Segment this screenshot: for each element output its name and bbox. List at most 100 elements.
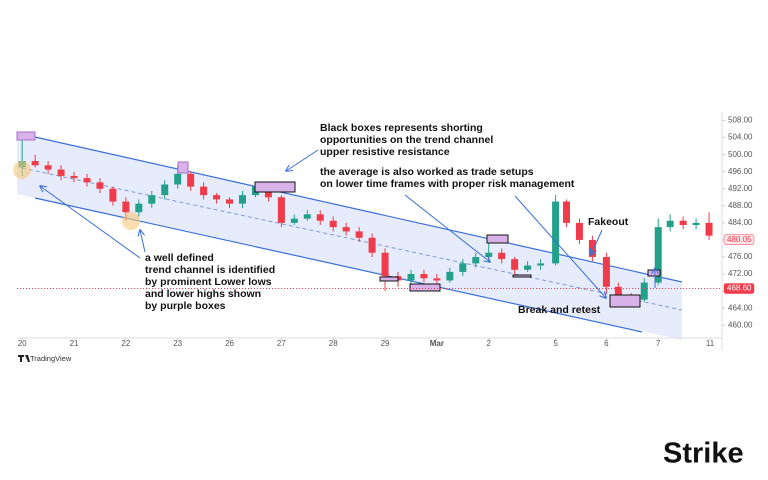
candle-body <box>433 278 441 281</box>
candle-body <box>692 222 700 225</box>
arrow <box>591 229 603 255</box>
candle-body <box>420 274 428 279</box>
y-tick-label: 496.00 <box>728 167 753 176</box>
y-tick-label: 504.00 <box>728 133 753 142</box>
y-tick-label: 472.00 <box>728 269 753 278</box>
x-tick-label: 22 <box>121 339 130 348</box>
annotation: upper resistive resistance <box>320 146 450 158</box>
channel-upper <box>16 132 683 283</box>
x-tick-label: 6 <box>604 339 609 348</box>
x-tick-label: 29 <box>381 339 390 348</box>
candle-body <box>498 252 506 260</box>
price-label: 468.60 <box>727 284 752 293</box>
brand: Strike <box>663 438 744 470</box>
annotation: opportunities on the trend channel <box>320 134 493 146</box>
candle-body <box>161 184 169 196</box>
black-box <box>409 283 441 292</box>
candle-body <box>368 237 376 253</box>
candle-body <box>70 175 78 179</box>
low-circle <box>13 161 31 179</box>
black-box <box>647 269 661 277</box>
candle-body <box>666 220 674 228</box>
y-tick-label: 492.00 <box>728 184 753 193</box>
candle-body <box>355 231 363 238</box>
candle-body <box>459 263 467 272</box>
black-box <box>609 294 641 308</box>
x-tick-label: 7 <box>656 339 661 348</box>
black-box <box>512 274 532 278</box>
y-tick-label: 500.00 <box>728 150 753 159</box>
annotation: a well defined <box>145 252 214 264</box>
source: TradingView <box>30 354 72 363</box>
x-tick-label: 27 <box>277 339 286 348</box>
price-label-box <box>723 283 755 294</box>
y-tick-label: 476.00 <box>728 252 753 261</box>
candle-body <box>679 220 687 225</box>
candle-body <box>277 197 285 223</box>
low-circle <box>122 212 140 230</box>
arrows <box>40 149 655 298</box>
candle-body <box>174 173 182 185</box>
annotation: and lower highs shown <box>145 288 261 300</box>
candle-body <box>602 256 610 287</box>
candle-body <box>654 227 662 283</box>
annotation: Break and retest <box>518 304 601 316</box>
x-tick-label: 21 <box>70 339 79 348</box>
x-tick-label: 5 <box>553 339 558 348</box>
y-tick-label: 484.00 <box>728 218 753 227</box>
candle-body <box>135 203 143 213</box>
candle-body <box>83 178 91 183</box>
candle-body <box>200 186 208 196</box>
candle-body <box>57 169 65 176</box>
price-label-box <box>723 234 755 245</box>
black-box <box>486 234 509 244</box>
candle-body <box>316 214 324 221</box>
y-tick-label: 460.00 <box>728 320 753 329</box>
candle-body <box>213 195 221 200</box>
purple-box <box>16 131 36 141</box>
annotation: the average is also worked as trade setu… <box>320 166 534 178</box>
x-tick-label: Mar <box>430 339 444 348</box>
channel-mid <box>21 167 683 311</box>
candle-body <box>485 252 493 257</box>
annotation: Fakeout <box>588 216 629 228</box>
candle-body <box>342 227 350 232</box>
candle-body <box>96 182 104 189</box>
y-tick-label: 464.00 <box>728 303 753 312</box>
black-box <box>379 276 399 282</box>
candle-body <box>44 165 52 170</box>
candle-body <box>472 256 480 264</box>
candle-body <box>226 199 234 204</box>
x-tick-label: 23 <box>173 339 182 348</box>
source-logo <box>18 355 30 362</box>
annotation: on lower time frames with proper risk ma… <box>320 178 575 190</box>
x-tick-label: 26 <box>225 339 234 348</box>
x-tick-label: 2 <box>487 339 492 348</box>
candle-body <box>290 218 298 223</box>
x-tick-label: 20 <box>18 339 27 348</box>
candle-body <box>537 263 545 266</box>
black-box <box>254 181 296 193</box>
candle-body <box>562 201 570 223</box>
candle-body <box>705 222 713 236</box>
candle-body <box>640 282 648 300</box>
candle-body <box>31 161 39 166</box>
candle-body <box>524 265 532 270</box>
x-tick-label: 28 <box>329 339 338 348</box>
arrow <box>514 195 606 298</box>
arrow <box>40 186 141 259</box>
annotation: by purple boxes <box>145 300 226 312</box>
candle-body <box>552 201 560 264</box>
annotation: trend channel is identified <box>145 264 275 276</box>
y-tick-label: 488.00 <box>728 201 753 210</box>
candle-body <box>303 214 311 219</box>
y-tick-label: 508.00 <box>728 116 753 125</box>
candle-body <box>329 220 337 228</box>
annotation: by prominent Lower lows <box>145 276 272 288</box>
annotation: Black boxes represents shorting <box>320 122 483 134</box>
candle-body <box>381 252 389 277</box>
candle-body <box>614 286 622 298</box>
arrow <box>140 230 146 253</box>
